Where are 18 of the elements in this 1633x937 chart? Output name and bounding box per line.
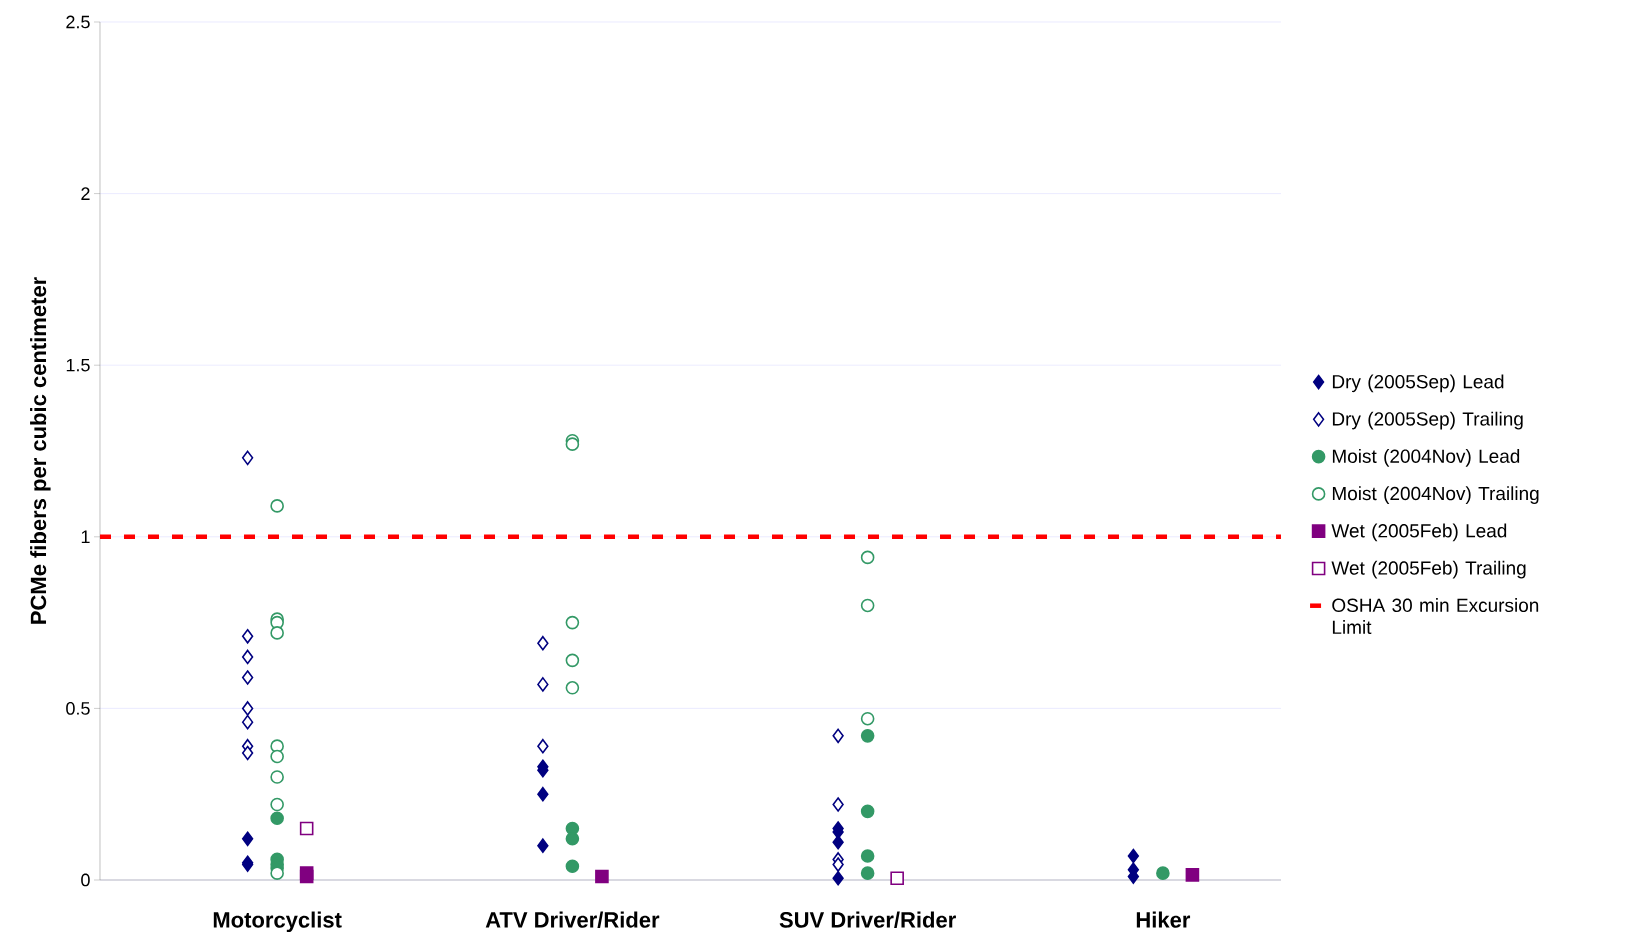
legend-label: Dry (2005Sep) Trailing <box>1332 411 1523 430</box>
y-tick-label: 2.5 <box>66 15 90 29</box>
x-tick-label: Motorcyclist <box>213 911 342 933</box>
y-tick-label: 1.5 <box>66 358 90 372</box>
legend-label: Wet (2005Feb) Trailing <box>1331 560 1526 579</box>
legend-label: Moist (2004Nov) Lead <box>1332 449 1520 467</box>
legend-label: Moist (2004Nov) Trailing <box>1332 486 1539 504</box>
x-tick-label: SUV Driver/Rider <box>779 911 956 928</box>
y-tick-label: 1 <box>81 530 90 543</box>
y-tick-label: 0.5 <box>66 702 90 715</box>
legend-label: Wet (2005Feb) Lead <box>1331 523 1507 542</box>
y-tick-label: 2 <box>81 187 90 200</box>
y-tick-label: 0 <box>81 873 90 887</box>
y-axis-title: PCMe fibers per cubic centimeter <box>30 277 51 624</box>
legend-label: Dry (2005Sep) Lead <box>1332 374 1504 393</box>
legend-label: OSHA 30 min Excursion Limit <box>1332 598 1539 634</box>
x-tick-label: ATV Driver/Rider <box>485 911 660 928</box>
x-tick-label: Hiker <box>1136 911 1191 928</box>
